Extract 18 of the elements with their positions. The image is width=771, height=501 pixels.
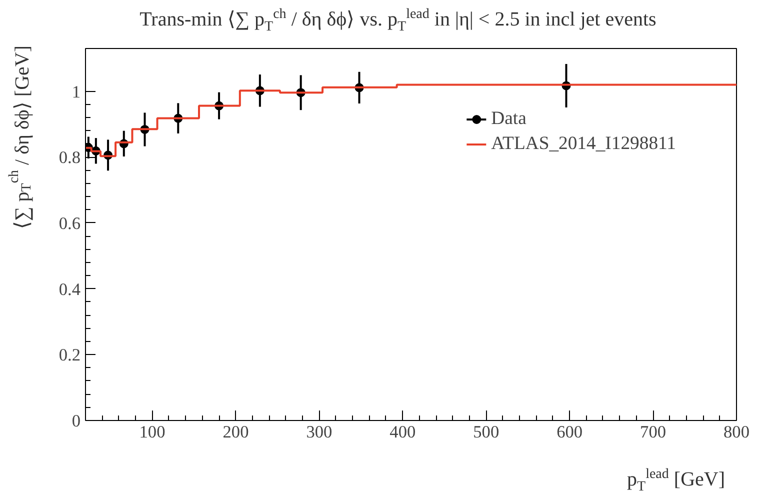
y-tick-label: 0.2 <box>58 346 81 365</box>
y-tick-label: 1 <box>72 82 81 102</box>
x-tick-label: 700 <box>640 422 666 442</box>
x-axis-title: p$_{T}$$^{lead}$ [GeV] <box>626 466 725 497</box>
x-tick-label: 200 <box>222 422 249 442</box>
y-tick-label: 0.4 <box>58 280 81 299</box>
x-tick-label: 600 <box>556 422 583 442</box>
legend-label: ATLAS_2014_I1298811 <box>491 133 676 155</box>
x-tick-label: 500 <box>473 422 500 442</box>
x-tick-label: 300 <box>306 422 332 442</box>
y-tick-label: 0.6 <box>58 214 81 233</box>
chart-title: Trans-min ⟨∑ p$_{T}$$^{ch}$ / δη δϕ⟩ vs. p$_{T}$$^{lead}$ in |η| < 2.5 in incl jet events <box>138 6 658 37</box>
x-tick-label: 100 <box>139 422 166 442</box>
y-tick-label: 0 <box>72 412 81 430</box>
x-tick-label: 800 <box>724 422 750 442</box>
legend-label: Data <box>491 108 526 130</box>
x-tick-label: 400 <box>390 422 416 442</box>
y-tick-label: 0.8 <box>58 148 81 168</box>
